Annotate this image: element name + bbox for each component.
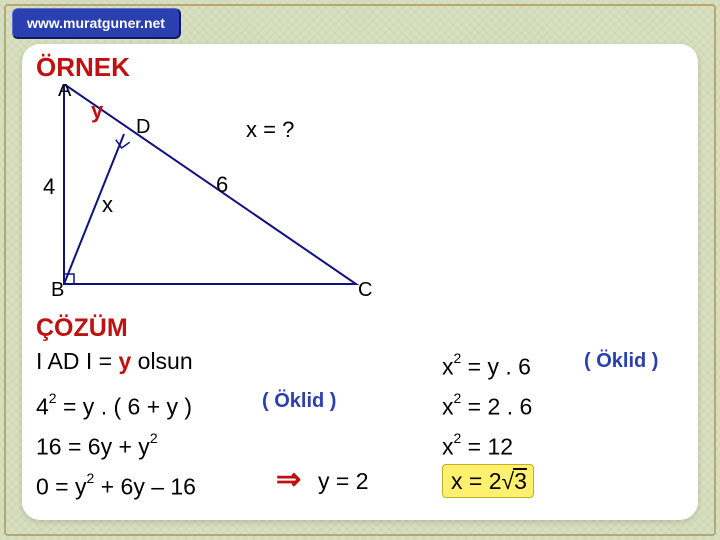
line-16: 16 = 6y + y2: [36, 426, 158, 462]
label-y: y: [91, 98, 104, 123]
l3sup: 2: [150, 430, 158, 446]
r4b: 2: [489, 468, 502, 494]
label-x: x: [102, 192, 113, 217]
l4a: 0 = y: [36, 474, 87, 500]
y-eq-2: y = 2: [318, 466, 369, 496]
x2-eq-12a: x2 = 2 . 6: [442, 386, 532, 422]
r2b: = 2 . 6: [461, 394, 532, 420]
implies-arrow: ⇒: [276, 462, 301, 497]
r1a: x: [442, 354, 454, 380]
cozum-title: ÇÖZÜM: [36, 314, 128, 343]
l1-y: y: [118, 348, 131, 374]
len-dc: 6: [216, 172, 228, 197]
answer: x = 2√3: [442, 464, 534, 498]
oklid-1: ( Öklid ): [262, 386, 336, 416]
l1-suffix: olsun: [131, 348, 192, 374]
x2-eq-12b: x2 = 12: [442, 426, 513, 462]
vertex-b: B: [51, 279, 64, 301]
vertex-d: D: [136, 116, 150, 138]
answer-box: x = 2√3: [442, 464, 534, 498]
r3sup: 2: [454, 430, 462, 446]
sqrt-icon: √3: [502, 466, 527, 496]
url-badge: www.muratguner.net: [12, 8, 181, 39]
x2-eq-y6: x2 = y . 6: [442, 346, 531, 382]
oklid-2: ( Öklid ): [584, 346, 658, 376]
vertex-c: C: [358, 279, 372, 301]
l4sup: 2: [87, 470, 95, 486]
line-0: 0 = y2 + 6y – 16: [36, 466, 196, 502]
r1b: = y . 6: [461, 354, 531, 380]
l2a: 4: [36, 394, 49, 420]
l1-prefix: I AD I =: [36, 348, 118, 374]
len-ab: 4: [43, 174, 55, 199]
l2b: = y . ( 6 + y ): [57, 394, 192, 420]
content-card: ÖRNEK A D B C y x 4 6 x = ? ÇÖZÜM I AD I…: [22, 44, 698, 520]
line-ad-eq-y: I AD I = y olsun: [36, 346, 193, 376]
line-4sq: 42 = y . ( 6 + y ): [36, 386, 192, 422]
r3a: x: [442, 434, 454, 460]
l3a: 16 = 6y + y: [36, 434, 150, 460]
r4a: x =: [451, 468, 489, 494]
vertex-a: A: [58, 84, 72, 101]
question-text: x = ?: [246, 117, 294, 142]
r2sup: 2: [454, 390, 462, 406]
l2sup: 2: [49, 390, 57, 406]
geometry-diagram: A D B C y x 4 6 x = ?: [36, 84, 396, 304]
r2a: x: [442, 394, 454, 420]
ornek-title: ÖRNEK: [36, 52, 130, 83]
r3b: = 12: [461, 434, 513, 460]
l4b: + 6y – 16: [94, 474, 196, 500]
r1sup: 2: [454, 350, 462, 366]
